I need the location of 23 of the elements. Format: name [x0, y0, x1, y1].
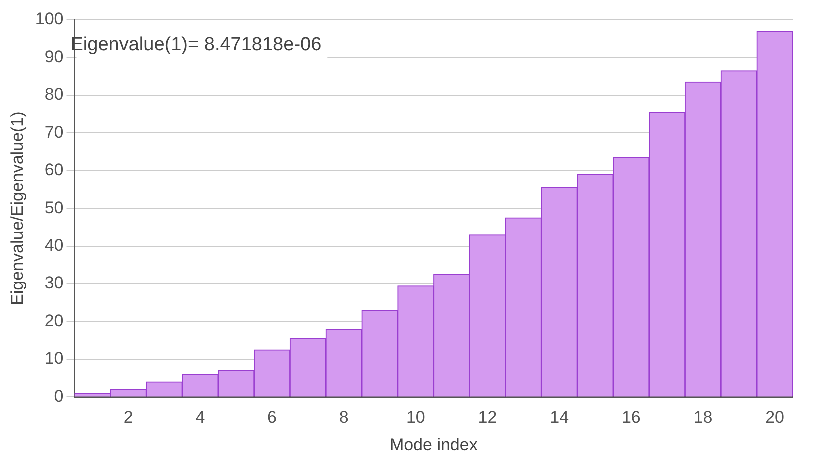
x-tick-label: 4: [196, 408, 206, 428]
y-tick-label: 70: [44, 122, 64, 142]
x-tick-label: 14: [550, 408, 570, 428]
y-tick-label: 50: [44, 198, 64, 218]
x-tick-label: 10: [406, 408, 426, 428]
x-tick-label: 2: [124, 408, 134, 428]
x-tick-label: 6: [268, 408, 278, 428]
y-tick-label: 60: [44, 160, 64, 180]
y-tick-label: 20: [44, 311, 64, 330]
y-tick-label: 100: [35, 10, 64, 29]
x-tick-label: 20: [766, 408, 785, 428]
y-tick-label: 80: [44, 85, 64, 104]
y-axis-title: Eigenvalue/Eigenvalue(1): [8, 112, 27, 306]
y-tick-label: 30: [44, 274, 64, 293]
y-tick-label: 0: [54, 386, 64, 406]
x-axis-title: Mode index: [390, 435, 478, 454]
x-tick-label: 8: [339, 408, 349, 428]
y-tick-label: 10: [44, 349, 64, 368]
y-tick-label: 40: [44, 236, 64, 256]
x-tick-label: 18: [694, 408, 713, 428]
x-tick-label: 12: [478, 408, 498, 428]
x-tick-label: 16: [622, 408, 641, 428]
y-tick-label: 90: [44, 47, 64, 66]
